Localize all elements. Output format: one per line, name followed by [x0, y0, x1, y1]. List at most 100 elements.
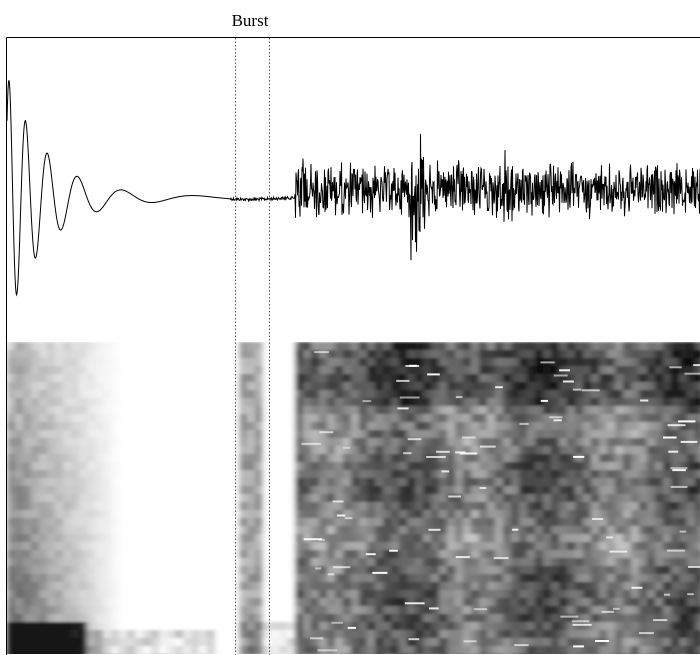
spectrogram-cell — [591, 574, 600, 583]
spectrogram-streak — [667, 424, 686, 427]
spectrogram-cell — [247, 502, 256, 511]
spectrogram-cell — [127, 558, 136, 567]
spectrogram-cell — [143, 422, 152, 431]
spectrogram-cell — [391, 494, 400, 503]
spectrogram-cell — [615, 646, 624, 654]
spectrogram-cell — [679, 374, 688, 383]
spectrogram-cell — [95, 454, 104, 463]
spectrogram-cell — [647, 406, 656, 415]
spectrogram-cell — [607, 582, 616, 591]
spectrogram-cell — [487, 590, 496, 599]
spectrogram-cell — [23, 478, 32, 487]
spectrogram-cell — [47, 446, 56, 455]
spectrogram-cell — [287, 494, 296, 503]
spectrogram-cell — [479, 342, 488, 351]
spectrogram-cell — [399, 414, 408, 423]
spectrogram-cell — [295, 414, 304, 423]
spectrogram-cell — [671, 382, 680, 391]
spectrogram-cell — [519, 358, 528, 367]
spectrogram-cell — [175, 614, 184, 623]
spectrogram-cell — [407, 454, 416, 463]
spectrogram-cell — [191, 406, 200, 415]
spectrogram-cell — [87, 534, 96, 543]
spectrogram-cell — [151, 390, 160, 399]
spectrogram-cell — [495, 606, 504, 615]
spectrogram-cell — [39, 486, 48, 495]
spectrogram-cell — [527, 646, 536, 654]
spectrogram-cell — [383, 542, 392, 551]
spectrogram-cell — [343, 478, 352, 487]
spectrogram-cell — [415, 406, 424, 415]
spectrogram-cell — [671, 534, 680, 543]
spectrogram-cell — [271, 598, 280, 607]
spectrogram-cell — [679, 574, 688, 583]
waveform-panel — [7, 80, 700, 297]
spectrogram-cell — [663, 350, 672, 359]
spectrogram-cell — [47, 406, 56, 415]
spectrogram-cell — [175, 350, 184, 359]
spectrogram-cell — [431, 614, 440, 623]
spectrogram-cell — [183, 422, 192, 431]
spectrogram-cell — [687, 606, 696, 615]
spectrogram-cell — [175, 542, 184, 551]
spectrogram-cell — [175, 494, 184, 503]
spectrogram-cell — [55, 534, 64, 543]
spectrogram-cell — [639, 638, 648, 647]
spectrogram-cell — [471, 526, 480, 535]
spectrogram-cell — [447, 606, 456, 615]
spectrogram-cell — [183, 382, 192, 391]
spectrogram-cell — [415, 598, 424, 607]
spectrogram-cell — [47, 526, 56, 535]
spectrogram-cell — [207, 342, 216, 351]
spectrogram-cell — [279, 510, 288, 519]
spectrogram-cell — [279, 486, 288, 495]
spectrogram-cell — [375, 406, 384, 415]
spectrogram-cell — [463, 486, 472, 495]
spectrogram-cell — [383, 574, 392, 583]
spectrogram-streak — [668, 450, 679, 453]
spectrogram-cell — [247, 422, 256, 431]
spectrogram-cell — [55, 462, 64, 471]
spectrogram-cell — [287, 366, 296, 375]
spectrogram-cell — [439, 606, 448, 615]
spectrogram-cell — [151, 582, 160, 591]
spectrogram-cell — [583, 510, 592, 519]
spectrogram-cell — [583, 470, 592, 479]
spectrogram-cell — [679, 590, 688, 599]
spectrogram-cell — [415, 646, 424, 654]
spectrogram-cell — [95, 374, 104, 383]
spectrogram-cell — [567, 446, 576, 455]
spectrogram-cell — [527, 342, 536, 351]
spectrogram-cell — [311, 582, 320, 591]
spectrogram-cell — [487, 430, 496, 439]
spectrogram-cell — [519, 598, 528, 607]
spectrogram-cell — [327, 430, 336, 439]
spectrogram-cell — [631, 638, 640, 647]
spectrogram-cell — [135, 606, 144, 615]
spectrogram-cell — [271, 582, 280, 591]
spectrogram-cell — [495, 486, 504, 495]
spectrogram-cell — [519, 366, 528, 375]
spectrogram-cell — [359, 566, 368, 575]
spectrogram-cell — [335, 414, 344, 423]
spectrogram-cell — [695, 590, 700, 599]
spectrogram-cell — [527, 598, 536, 607]
spectrogram-cell — [383, 350, 392, 359]
spectrogram-cell — [623, 494, 632, 503]
spectrogram-cell — [591, 526, 600, 535]
spectrogram-cell — [679, 414, 688, 423]
spectrogram-cell — [135, 390, 144, 399]
spectrogram-cell — [463, 622, 472, 631]
spectrogram-cell — [191, 542, 200, 551]
spectrogram-cell — [199, 486, 208, 495]
spectrogram-cell — [263, 646, 272, 654]
spectrogram-cell — [295, 510, 304, 519]
spectrogram-cell — [247, 494, 256, 503]
spectrogram-cell — [471, 462, 480, 471]
spectrogram-cell — [231, 390, 240, 399]
spectrogram-cell — [279, 358, 288, 367]
spectrogram-cell — [295, 398, 304, 407]
spectrogram-cell — [655, 598, 664, 607]
spectrogram-cell — [239, 374, 248, 383]
spectrogram-cell — [311, 646, 320, 654]
